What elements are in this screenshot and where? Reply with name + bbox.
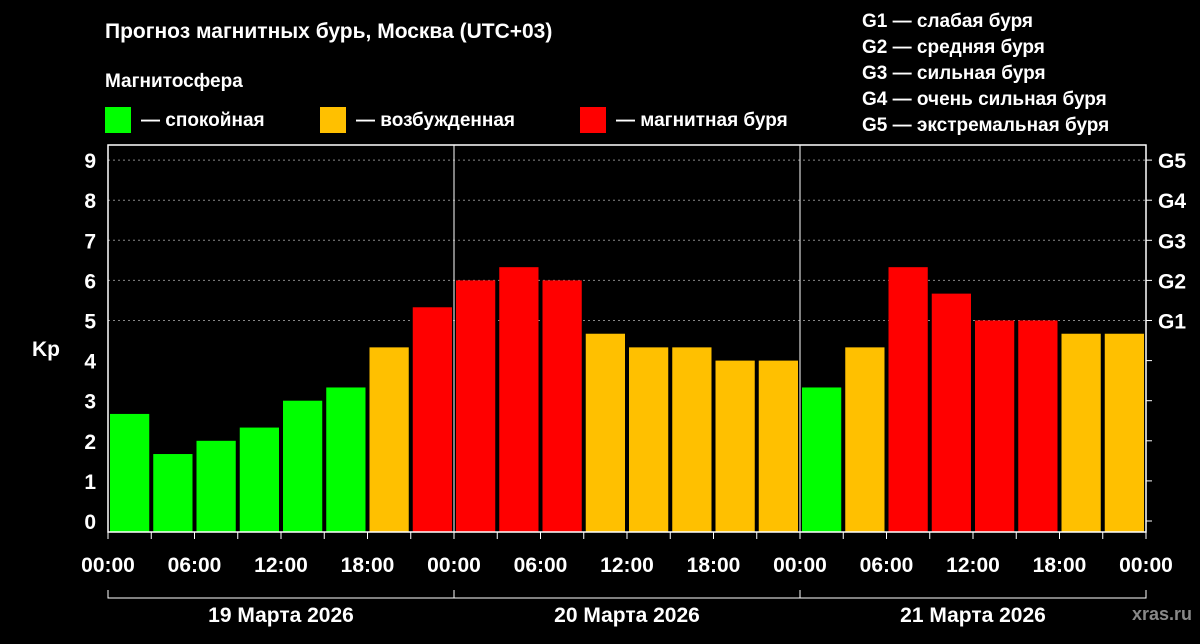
day-label: 19 Марта 2026 xyxy=(208,604,354,627)
legend-swatch xyxy=(580,107,606,133)
g-tick-label: G4 xyxy=(1158,190,1186,213)
g-scale-item: G5 — экстремальная буря xyxy=(862,115,1109,136)
y-tick-label: 3 xyxy=(84,391,96,414)
g-scale-item: G3 — сильная буря xyxy=(862,63,1046,84)
bar xyxy=(975,320,1015,532)
y-axis-label: Kp xyxy=(32,338,60,361)
chart-title: Прогноз магнитных бурь, Москва (UTC+03) xyxy=(105,20,552,43)
y-tick-label: 4 xyxy=(84,351,96,374)
day-label: 20 Марта 2026 xyxy=(554,604,700,627)
day-bracket xyxy=(453,590,801,599)
y-tick-label: 1 xyxy=(84,471,96,494)
x-tick-label: 00:00 xyxy=(427,554,481,577)
legend-label: — магнитная буря xyxy=(616,110,788,131)
day-label: 21 Марта 2026 xyxy=(900,604,1046,627)
bar xyxy=(672,347,712,532)
x-tick-label: 18:00 xyxy=(1033,554,1087,577)
bar xyxy=(715,360,755,532)
g-scale-item: G4 — очень сильная буря xyxy=(862,89,1107,110)
g-tick-label: G1 xyxy=(1158,311,1186,334)
g-scale-item: G2 — средняя буря xyxy=(862,37,1045,58)
g-scale-item: G1 — слабая буря xyxy=(862,11,1033,32)
bar xyxy=(931,293,971,532)
legend-label: — возбужденная xyxy=(356,110,515,131)
bar xyxy=(326,387,366,532)
bar xyxy=(110,413,150,532)
bar xyxy=(888,267,928,532)
bar xyxy=(196,440,236,532)
legend-swatch xyxy=(105,107,131,133)
bar xyxy=(283,400,323,532)
legend-title: Магнитосфера xyxy=(105,71,243,92)
x-tick-label: 00:00 xyxy=(773,554,827,577)
bar xyxy=(802,387,842,532)
x-tick-label: 18:00 xyxy=(687,554,741,577)
y-tick-label: 5 xyxy=(84,311,96,334)
y-tick-label: 8 xyxy=(84,190,96,213)
x-tick-label: 12:00 xyxy=(254,554,308,577)
x-tick-label: 12:00 xyxy=(946,554,1000,577)
bar xyxy=(1104,333,1144,532)
y-tick-label: 9 xyxy=(84,150,96,173)
x-tick-label: 06:00 xyxy=(514,554,568,577)
x-tick-label: 06:00 xyxy=(168,554,222,577)
g-tick-label: G2 xyxy=(1158,270,1186,293)
bar xyxy=(499,267,539,532)
x-tick-label: 00:00 xyxy=(81,554,135,577)
bar xyxy=(1018,320,1058,532)
bar xyxy=(845,347,885,532)
bar xyxy=(629,347,669,532)
day-bracket xyxy=(799,590,1147,599)
bar xyxy=(542,280,582,532)
bar xyxy=(369,347,409,532)
y-tick-label: 2 xyxy=(84,431,96,454)
y-tick-label: 7 xyxy=(84,230,96,253)
bar xyxy=(585,333,625,532)
g-tick-label: G3 xyxy=(1158,230,1186,253)
bar xyxy=(1061,333,1101,532)
bar xyxy=(153,454,193,532)
day-bracket xyxy=(107,590,455,599)
x-tick-label: 00:00 xyxy=(1119,554,1173,577)
x-tick-label: 18:00 xyxy=(341,554,395,577)
watermark: xras.ru xyxy=(1132,604,1192,624)
bar xyxy=(239,427,279,532)
x-tick-label: 06:00 xyxy=(860,554,914,577)
legend-swatch xyxy=(320,107,346,133)
bar xyxy=(456,280,496,532)
bar xyxy=(412,307,452,532)
y-tick-label: 6 xyxy=(84,270,96,293)
legend-label: — спокойная xyxy=(141,110,265,131)
x-tick-label: 12:00 xyxy=(600,554,654,577)
bar xyxy=(758,360,798,532)
y-tick-label: 0 xyxy=(84,511,96,534)
g-tick-label: G5 xyxy=(1158,150,1186,173)
